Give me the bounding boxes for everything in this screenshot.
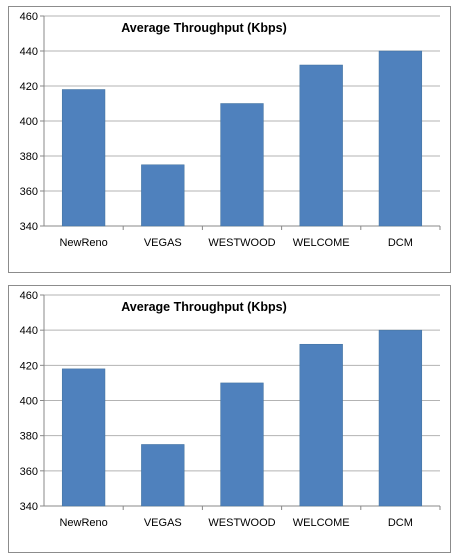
- chart-title: Average Throughput (Kbps): [121, 300, 287, 314]
- y-tick-label: 400: [20, 116, 38, 128]
- bar: [378, 50, 423, 227]
- y-tick-label: 460: [20, 290, 38, 302]
- x-tick-label: WELCOME: [293, 517, 350, 529]
- y-tick-label: 360: [20, 186, 38, 198]
- x-tick-label: NewReno: [59, 517, 107, 529]
- y-tick-label: 360: [20, 466, 38, 478]
- bar: [141, 164, 185, 227]
- x-tick-label: NewReno: [59, 237, 107, 249]
- x-tick-label: WESTWOOD: [208, 517, 275, 529]
- y-tick-label: 440: [20, 325, 38, 337]
- y-tick-label: 440: [20, 46, 38, 58]
- x-tick-label: WESTWOOD: [208, 237, 275, 249]
- bar: [61, 368, 106, 507]
- x-tick-label: DCM: [388, 517, 413, 529]
- bar: [220, 103, 264, 227]
- bar: [141, 444, 185, 507]
- bar: [299, 64, 343, 227]
- x-tick-label: WELCOME: [293, 237, 350, 249]
- bar: [220, 382, 264, 507]
- y-tick-label: 340: [20, 501, 38, 513]
- bar: [378, 329, 423, 507]
- y-tick-label: 400: [20, 396, 38, 408]
- x-tick-label: DCM: [388, 237, 413, 249]
- y-tick-label: 420: [20, 81, 38, 93]
- y-tick-label: 380: [20, 431, 38, 443]
- bar: [299, 343, 343, 507]
- y-tick-label: 340: [20, 221, 38, 233]
- y-tick-label: 460: [20, 11, 38, 23]
- y-tick-label: 420: [20, 360, 38, 372]
- x-tick-label: VEGAS: [144, 237, 182, 249]
- x-tick-label: VEGAS: [144, 517, 182, 529]
- y-tick-label: 380: [20, 151, 38, 163]
- chart-title: Average Throughput (Kbps): [121, 21, 287, 35]
- bar: [61, 89, 106, 227]
